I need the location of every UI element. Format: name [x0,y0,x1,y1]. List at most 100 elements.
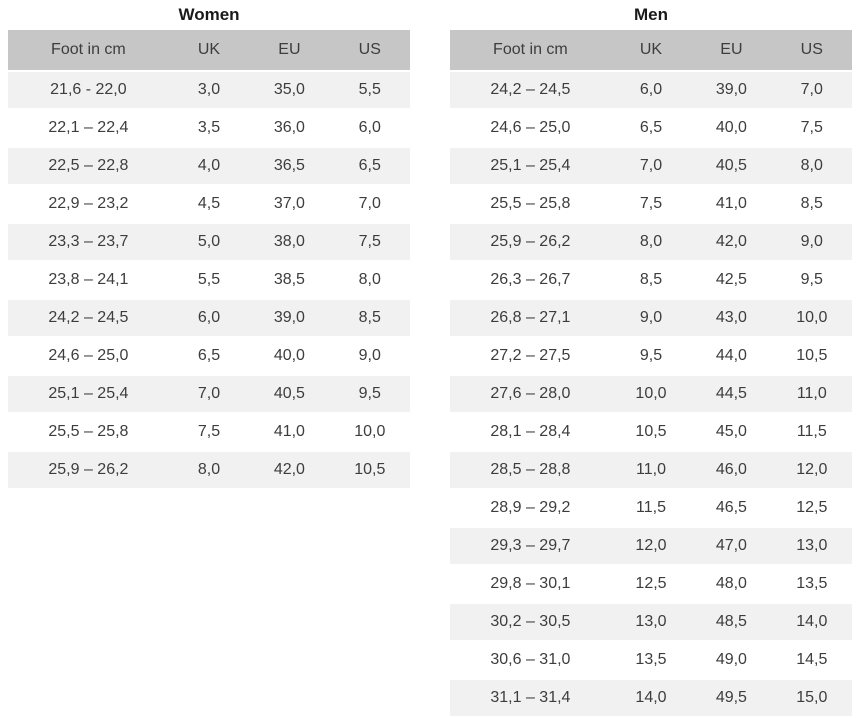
cell-foot-in-cm: 24,2 – 24,5 [450,72,611,108]
cell-us: 6,0 [329,110,410,146]
table-row: 29,3 – 29,7 12,0 47,0 13,0 [450,528,852,564]
cell-uk: 10,5 [610,414,692,450]
table-row: 27,6 – 28,0 10,0 44,5 11,0 [450,376,852,412]
women-chart-title: Women [178,5,240,24]
column-header-foot-in-cm: Foot in cm [8,30,169,70]
cell-eu: 37,0 [249,186,330,222]
table-row: 25,5 – 25,8 7,5 41,0 8,5 [450,186,852,222]
cell-eu: 40,5 [249,376,330,412]
cell-foot-in-cm: 28,1 – 28,4 [450,414,611,450]
cell-eu: 36,0 [249,110,330,146]
cell-us: 12,0 [771,452,852,488]
cell-us: 10,0 [771,300,852,336]
cell-us: 10,5 [771,338,852,374]
table-row: 25,1 – 25,4 7,0 40,5 8,0 [450,148,852,184]
cell-us: 13,0 [771,528,852,564]
cell-us: 10,5 [329,452,410,488]
cell-eu: 42,0 [249,452,330,488]
cell-eu: 41,0 [249,414,330,450]
table-row: 26,8 – 27,1 9,0 43,0 10,0 [450,300,852,336]
cell-uk: 4,5 [168,186,250,222]
cell-us: 11,5 [771,414,852,450]
column-header-uk: UK [168,30,250,70]
cell-eu: 40,5 [691,148,772,184]
cell-foot-in-cm: 23,8 – 24,1 [8,262,169,298]
table-row: 25,9 – 26,2 8,0 42,0 10,5 [8,452,410,488]
table-row: 25,5 – 25,8 7,5 41,0 10,0 [8,414,410,450]
cell-us: 14,5 [771,642,852,678]
cell-us: 7,5 [771,110,852,146]
cell-foot-in-cm: 25,5 – 25,8 [450,186,611,222]
cell-eu: 46,5 [691,490,772,526]
cell-uk: 7,0 [168,376,250,412]
cell-eu: 49,5 [691,680,772,716]
table-row: 24,6 – 25,0 6,5 40,0 9,0 [8,338,410,374]
cell-eu: 45,0 [691,414,772,450]
table-row: 28,5 – 28,8 11,0 46,0 12,0 [450,452,852,488]
cell-foot-in-cm: 29,8 – 30,1 [450,566,611,602]
cell-us: 9,0 [329,338,410,374]
cell-foot-in-cm: 25,9 – 26,2 [8,452,169,488]
table-row: 25,9 – 26,2 8,0 42,0 9,0 [450,224,852,260]
table-row: 24,6 – 25,0 6,5 40,0 7,5 [450,110,852,146]
cell-uk: 6,5 [610,110,692,146]
men-size-chart: Men Foot in cm UK EU US 24,2 – 24,5 6,0 39,0 7,… [450,0,852,718]
table-row: 22,1 – 22,4 3,5 36,0 6,0 [8,110,410,146]
cell-uk: 8,0 [610,224,692,260]
table-row: 28,9 – 29,2 11,5 46,5 12,5 [450,490,852,526]
table-row: 27,2 – 27,5 9,5 44,0 10,5 [450,338,852,374]
cell-foot-in-cm: 22,9 – 23,2 [8,186,169,222]
cell-uk: 3,0 [168,72,250,108]
cell-uk: 8,0 [168,452,250,488]
cell-eu: 38,0 [249,224,330,260]
cell-eu: 48,5 [691,604,772,640]
header-row: Foot in cm UK EU US [450,30,852,70]
cell-us: 12,5 [771,490,852,526]
cell-uk: 6,0 [610,72,692,108]
column-header-eu: EU [691,30,772,70]
cell-foot-in-cm: 27,2 – 27,5 [450,338,611,374]
table-row: 24,2 – 24,5 6,0 39,0 8,5 [8,300,410,336]
cell-us: 9,5 [329,376,410,412]
cell-foot-in-cm: 25,9 – 26,2 [450,224,611,260]
cell-foot-in-cm: 22,1 – 22,4 [8,110,169,146]
cell-foot-in-cm: 24,2 – 24,5 [8,300,169,336]
cell-eu: 44,0 [691,338,772,374]
cell-us: 15,0 [771,680,852,716]
table-row: 31,1 – 31,4 14,0 49,5 15,0 [450,680,852,716]
cell-eu: 40,0 [691,110,772,146]
cell-foot-in-cm: 30,2 – 30,5 [450,604,611,640]
cell-uk: 9,5 [610,338,692,374]
table-row: 23,3 – 23,7 5,0 38,0 7,5 [8,224,410,260]
cell-foot-in-cm: 25,5 – 25,8 [8,414,169,450]
cell-foot-in-cm: 27,6 – 28,0 [450,376,611,412]
cell-us: 8,0 [329,262,410,298]
cell-eu: 49,0 [691,642,772,678]
table-row: 28,1 – 28,4 10,5 45,0 11,5 [450,414,852,450]
cell-uk: 11,0 [610,452,692,488]
cell-foot-in-cm: 25,1 – 25,4 [8,376,169,412]
cell-foot-in-cm: 21,6 - 22,0 [8,72,169,108]
column-header-us: US [329,30,410,70]
table-row: 30,2 – 30,5 13,0 48,5 14,0 [450,604,852,640]
table-row: 21,6 - 22,0 3,0 35,0 5,5 [8,72,410,108]
column-header-eu: EU [249,30,330,70]
cell-us: 11,0 [771,376,852,412]
cell-us: 14,0 [771,604,852,640]
cell-eu: 42,0 [691,224,772,260]
cell-us: 8,5 [771,186,852,222]
cell-foot-in-cm: 29,3 – 29,7 [450,528,611,564]
cell-foot-in-cm: 24,6 – 25,0 [8,338,169,374]
cell-eu: 41,0 [691,186,772,222]
cell-uk: 13,5 [610,642,692,678]
table-row: 22,5 – 22,8 4,0 36,5 6,5 [8,148,410,184]
women-size-chart: Women Foot in cm UK EU US 21,6 - 22,0 3,0 35,0… [8,0,410,490]
table-row: 22,9 – 23,2 4,5 37,0 7,0 [8,186,410,222]
cell-uk: 14,0 [610,680,692,716]
cell-eu: 47,0 [691,528,772,564]
header-row: Foot in cm UK EU US [8,30,410,70]
cell-uk: 12,0 [610,528,692,564]
women-size-table: Foot in cm UK EU US 21,6 - 22,0 3,0 35,0 5,5 22,… [8,28,410,490]
cell-uk: 9,0 [610,300,692,336]
cell-us: 10,0 [329,414,410,450]
